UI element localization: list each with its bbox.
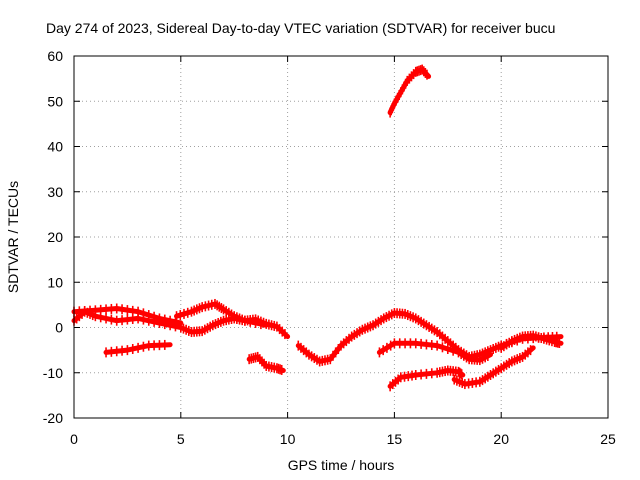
x-axis-label: GPS time / hours — [288, 457, 395, 473]
grid-lines — [74, 56, 608, 418]
x-tick-label: 5 — [177, 431, 185, 447]
y-tick-label: 20 — [47, 229, 63, 245]
y-tick-label: -10 — [43, 365, 63, 381]
y-tick-label: -20 — [43, 410, 63, 426]
y-tick-label: 50 — [47, 93, 63, 109]
y-tick-label: 60 — [47, 48, 63, 64]
y-tick-label: 10 — [47, 274, 63, 290]
y-tick-label: 0 — [55, 320, 63, 336]
x-tick-label: 0 — [70, 431, 78, 447]
tick-labels: -20 -10 0 10 20 30 40 50 60 0 5 10 15 20 25 — [43, 48, 616, 447]
data-series — [71, 64, 564, 392]
y-tick-label: 40 — [47, 139, 63, 155]
y-tick-label: 30 — [47, 184, 63, 200]
x-tick-label: 20 — [493, 431, 509, 447]
axis-ticks — [73, 55, 609, 419]
y-axis-label: SDTVAR / TECUs — [5, 181, 21, 293]
x-tick-label: 25 — [600, 431, 616, 447]
x-tick-label: 10 — [280, 431, 296, 447]
chart-title: Day 274 of 2023, Sidereal Day-to-day VTE… — [46, 20, 555, 36]
x-tick-label: 15 — [387, 431, 403, 447]
